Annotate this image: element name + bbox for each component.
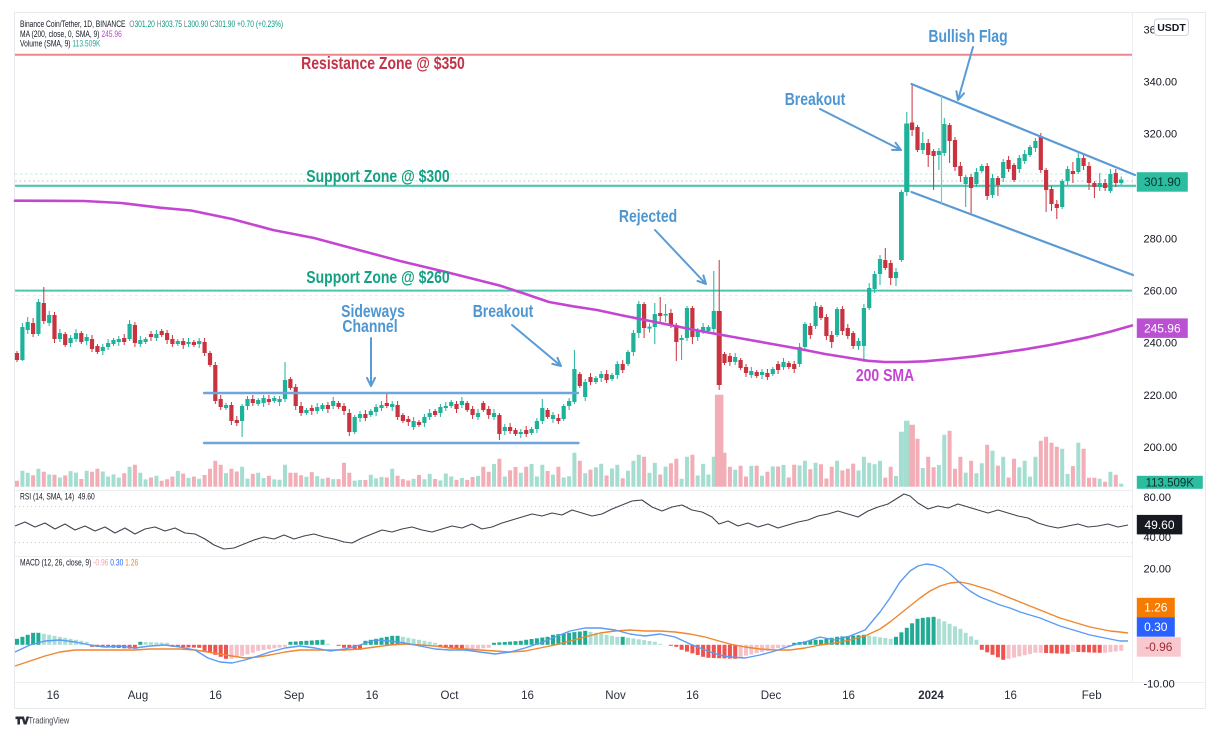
svg-text:240.00: 240.00 <box>1144 338 1178 350</box>
svg-text:200 SMA: 200 SMA <box>856 367 915 386</box>
svg-text:16: 16 <box>366 690 379 702</box>
svg-text:20.00: 20.00 <box>1144 564 1172 576</box>
svg-text:16: 16 <box>842 690 855 702</box>
svg-text:Resistance Zone @ $350: Resistance Zone @ $350 <box>301 55 465 74</box>
svg-text:49.60: 49.60 <box>1144 518 1174 532</box>
svg-text:301.90: 301.90 <box>1144 175 1181 189</box>
svg-text:260.00: 260.00 <box>1144 286 1178 298</box>
svg-text:Dec: Dec <box>761 690 782 702</box>
svg-text:Oct: Oct <box>441 690 460 702</box>
svg-text:MACD (12, 26, close, 9) -0.96: MACD (12, 26, close, 9) -0.96 0.30 1.26 <box>20 557 139 567</box>
svg-text:16: 16 <box>47 690 60 702</box>
svg-text:80.00: 80.00 <box>1144 492 1172 504</box>
svg-text:Breakout: Breakout <box>473 303 534 322</box>
svg-text:1.26: 1.26 <box>1144 601 1168 615</box>
svg-text:Channel: Channel <box>342 318 397 337</box>
svg-text:245.96: 245.96 <box>1144 321 1181 335</box>
svg-text:280.00: 280.00 <box>1144 233 1178 245</box>
svg-text:40.00: 40.00 <box>1144 532 1172 544</box>
svg-text:16: 16 <box>521 690 534 702</box>
svg-text:16: 16 <box>686 690 699 702</box>
svg-text:TradingView: TradingView <box>29 715 70 726</box>
svg-text:2024: 2024 <box>918 690 944 702</box>
svg-text:USDT: USDT <box>1157 22 1186 34</box>
svg-text:Sideways: Sideways <box>341 303 405 322</box>
svg-text:-10.00: -10.00 <box>1144 679 1175 691</box>
svg-text:Sep: Sep <box>284 690 304 702</box>
svg-text:Support Zone @ $300: Support Zone @ $300 <box>306 168 450 187</box>
svg-text:Breakout: Breakout <box>785 91 846 110</box>
svg-text:Rejected: Rejected <box>619 208 677 227</box>
svg-text:0.30: 0.30 <box>1144 620 1168 634</box>
svg-text:Feb: Feb <box>1082 690 1102 702</box>
svg-text:200.00: 200.00 <box>1144 442 1178 454</box>
svg-text:Support Zone @ $260: Support Zone @ $260 <box>306 269 450 288</box>
svg-text:Bullish Flag: Bullish Flag <box>928 28 1007 47</box>
svg-text:Binance Coin/Tether, 1D, BINAN: Binance Coin/Tether, 1D, BINANCE O301.20… <box>20 19 283 29</box>
svg-text:MA (200, close, 0, SMA, 9) 245: MA (200, close, 0, SMA, 9) 245.96 <box>20 29 122 39</box>
svg-text:16: 16 <box>1004 690 1017 702</box>
svg-text:-0.96: -0.96 <box>1145 640 1173 654</box>
svg-text:113.509K: 113.509K <box>1146 478 1195 490</box>
svg-text:340.00: 340.00 <box>1144 77 1178 89</box>
svg-text:Volume (SMA, 9) 113.509K: Volume (SMA, 9) 113.509K <box>20 38 101 48</box>
svg-text:RSI (14, SMA, 14) 49.60: RSI (14, SMA, 14) 49.60 <box>20 491 95 501</box>
svg-text:16: 16 <box>209 690 222 702</box>
svg-text:320.00: 320.00 <box>1144 129 1178 141</box>
svg-text:Nov: Nov <box>605 690 626 702</box>
svg-text:220.00: 220.00 <box>1144 390 1178 402</box>
svg-text:Aug: Aug <box>128 690 148 702</box>
